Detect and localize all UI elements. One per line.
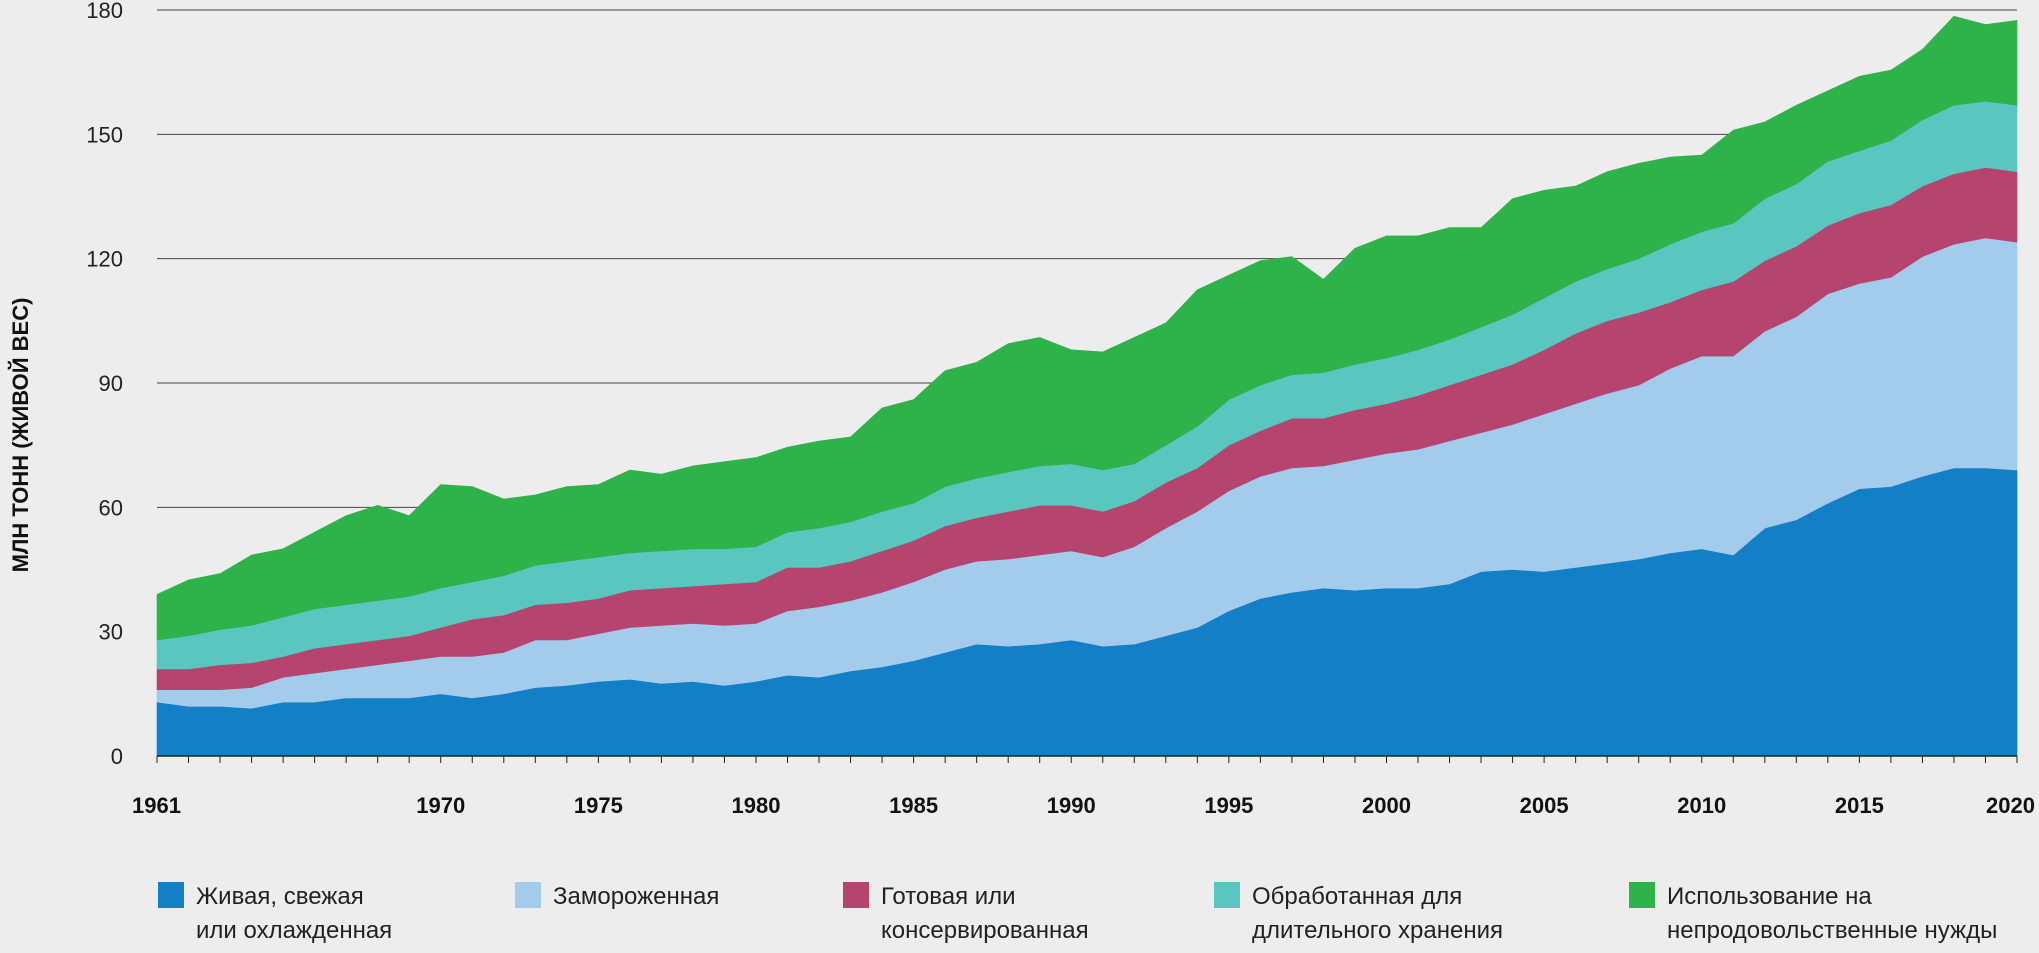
legend-swatch	[843, 882, 869, 908]
x-tick-label: 1995	[1204, 793, 1253, 818]
x-tick-label: 1985	[889, 793, 938, 818]
y-tick-label: 150	[86, 122, 123, 147]
y-axis-label: МЛН ТОНН (ЖИВОЙ ВЕС)	[8, 298, 33, 573]
legend-label: Живая, свежая или охлажденная	[196, 880, 392, 948]
x-tick-label: 2000	[1362, 793, 1411, 818]
legend-item-3: Готовая или консервированная	[843, 880, 1089, 948]
legend-item-2: Замороженная	[515, 880, 719, 914]
legend-label: Использование на непродовольственные нужд…	[1667, 880, 1997, 948]
legend-label-line: консервированная	[881, 917, 1089, 944]
x-tick-label: 1961	[132, 793, 181, 818]
legend-swatch	[515, 882, 541, 908]
legend-item-5: Использование на непродовольственные нужд…	[1629, 880, 1997, 948]
y-axis: 0 30 60 90 120 150 180	[86, 0, 123, 769]
legend-label-line: Обработанная для	[1252, 883, 1463, 910]
legend-label-line: Замороженная	[553, 883, 720, 910]
x-tick-label: 2015	[1835, 793, 1884, 818]
area-series	[156, 15, 2018, 757]
y-tick-label: 30	[99, 620, 123, 645]
y-tick-label: 60	[99, 495, 123, 520]
y-tick-label: 0	[111, 744, 123, 769]
y-tick-label: 90	[99, 371, 123, 396]
legend-label-line: Использование на	[1667, 883, 1872, 910]
legend-swatch	[158, 882, 184, 908]
x-tick-label: 1970	[416, 793, 465, 818]
legend-item-1: Живая, свежая или охлажденная	[158, 880, 392, 948]
x-tick-label: 1980	[732, 793, 781, 818]
x-tick-label: 2005	[1520, 793, 1569, 818]
y-tick-label: 180	[86, 0, 123, 23]
x-tick-label: 2010	[1677, 793, 1726, 818]
legend-item-4: Обработанная для длительного хранения	[1214, 880, 1503, 948]
x-tick-label: 1975	[574, 793, 623, 818]
legend-label-line: Готовая или	[881, 883, 1016, 910]
legend-label: Обработанная для длительного хранения	[1252, 880, 1503, 948]
legend-label: Готовая или консервированная	[881, 880, 1089, 948]
area-series-5	[156, 15, 2018, 641]
legend-label: Замороженная	[553, 880, 719, 914]
x-tick-label: 2020	[1986, 793, 2035, 818]
legend: Живая, свежая или охлажденная Замороженная…	[0, 870, 2039, 953]
y-tick-label: 120	[86, 247, 123, 272]
legend-label-line: или охлажденная	[196, 917, 393, 944]
x-tick-label: 1990	[1047, 793, 1096, 818]
legend-swatch	[1629, 882, 1655, 908]
legend-label-line: Живая, свежая	[196, 883, 364, 910]
legend-swatch	[1214, 882, 1240, 908]
x-axis: 1961 1970 1975 1980 1985 1990 1995 2000 2005 2010…	[132, 755, 2035, 818]
legend-label-line: непродовольственные нужды	[1667, 917, 1998, 944]
legend-label-line: длительного хранения	[1252, 917, 1503, 944]
